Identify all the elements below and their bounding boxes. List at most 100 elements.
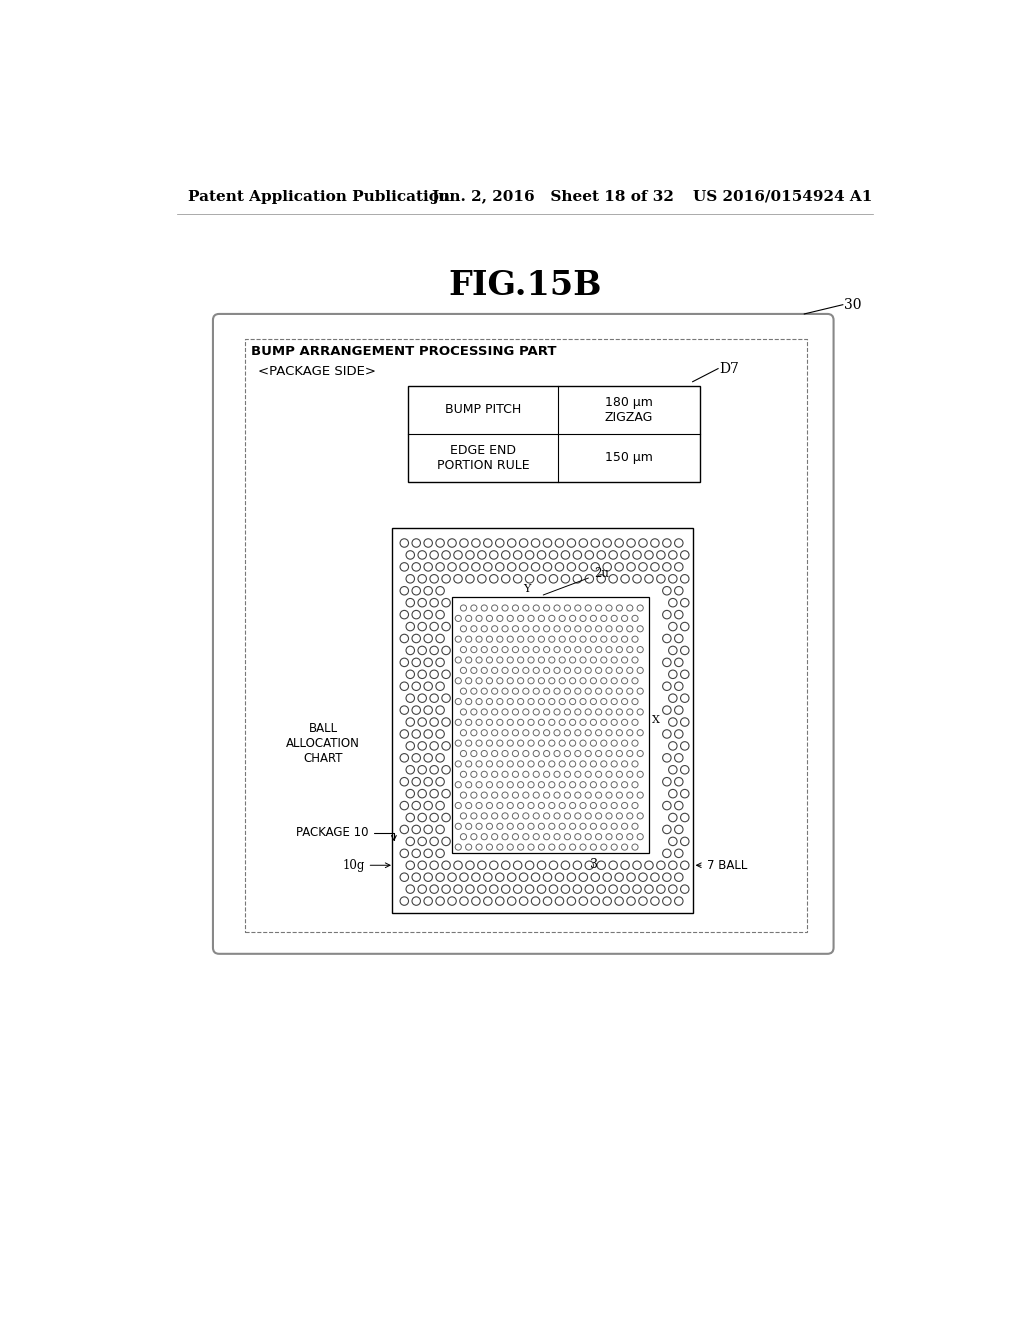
Circle shape (461, 709, 467, 715)
Circle shape (461, 647, 467, 652)
Circle shape (486, 741, 493, 746)
Circle shape (502, 813, 508, 818)
Circle shape (596, 647, 602, 652)
Text: BALL
ALLOCATION
CHART: BALL ALLOCATION CHART (286, 722, 360, 766)
Circle shape (645, 861, 653, 870)
Circle shape (637, 730, 643, 735)
Circle shape (549, 698, 555, 705)
Circle shape (632, 719, 638, 726)
Circle shape (601, 657, 607, 663)
Circle shape (573, 550, 582, 560)
Circle shape (471, 709, 477, 715)
Circle shape (574, 709, 581, 715)
Circle shape (436, 777, 444, 785)
Circle shape (481, 668, 487, 673)
Circle shape (430, 671, 438, 678)
Circle shape (601, 781, 607, 788)
Circle shape (400, 706, 409, 714)
Circle shape (502, 884, 510, 894)
Circle shape (650, 562, 659, 572)
Circle shape (412, 610, 421, 619)
Circle shape (407, 550, 415, 560)
Circle shape (407, 884, 415, 894)
Circle shape (502, 834, 508, 840)
Circle shape (456, 615, 462, 622)
Circle shape (466, 741, 472, 746)
Circle shape (590, 843, 597, 850)
Circle shape (544, 539, 552, 548)
Circle shape (407, 813, 415, 822)
Circle shape (477, 884, 486, 894)
Circle shape (525, 550, 534, 560)
Circle shape (633, 550, 641, 560)
Circle shape (675, 635, 683, 643)
Circle shape (564, 813, 570, 818)
Circle shape (567, 539, 575, 548)
Text: BUMP ARRANGEMENT PROCESSING PART: BUMP ARRANGEMENT PROCESSING PART (251, 345, 556, 358)
Circle shape (669, 813, 677, 822)
Circle shape (430, 861, 438, 870)
Circle shape (424, 754, 432, 762)
Circle shape (471, 792, 477, 799)
Circle shape (632, 843, 638, 850)
Circle shape (627, 562, 635, 572)
Circle shape (632, 803, 638, 809)
Circle shape (645, 574, 653, 583)
Circle shape (544, 688, 550, 694)
Circle shape (627, 688, 633, 694)
Circle shape (590, 615, 597, 622)
Circle shape (606, 668, 612, 673)
Circle shape (580, 760, 586, 767)
Circle shape (633, 574, 641, 583)
Circle shape (471, 626, 477, 632)
Circle shape (622, 824, 628, 829)
Circle shape (512, 771, 518, 777)
Circle shape (486, 657, 493, 663)
Circle shape (574, 647, 581, 652)
Circle shape (472, 562, 480, 572)
Circle shape (466, 636, 472, 643)
Circle shape (441, 884, 451, 894)
Circle shape (441, 789, 451, 797)
Circle shape (663, 635, 671, 643)
Circle shape (554, 647, 560, 652)
Text: X: X (652, 715, 659, 725)
Circle shape (539, 843, 545, 850)
Circle shape (512, 668, 518, 673)
Circle shape (528, 636, 535, 643)
Circle shape (492, 647, 498, 652)
Circle shape (603, 896, 611, 906)
Circle shape (502, 861, 510, 870)
Circle shape (412, 635, 421, 643)
Circle shape (611, 657, 617, 663)
Circle shape (424, 896, 432, 906)
Circle shape (656, 574, 666, 583)
Circle shape (554, 668, 560, 673)
Circle shape (502, 605, 508, 611)
Circle shape (483, 896, 493, 906)
Circle shape (669, 742, 677, 750)
Circle shape (663, 777, 671, 785)
Circle shape (656, 550, 666, 560)
Circle shape (633, 884, 641, 894)
Circle shape (400, 659, 409, 667)
Circle shape (663, 825, 671, 834)
Circle shape (407, 789, 415, 797)
Circle shape (544, 709, 550, 715)
Circle shape (580, 741, 586, 746)
Circle shape (472, 539, 480, 548)
Circle shape (523, 834, 529, 840)
Circle shape (513, 550, 522, 560)
Circle shape (447, 539, 457, 548)
Circle shape (585, 834, 591, 840)
Circle shape (517, 698, 523, 705)
Circle shape (476, 824, 482, 829)
Circle shape (512, 647, 518, 652)
Circle shape (489, 884, 498, 894)
Circle shape (597, 884, 605, 894)
Circle shape (663, 682, 671, 690)
Circle shape (559, 781, 565, 788)
Circle shape (681, 598, 689, 607)
Circle shape (407, 766, 415, 774)
Circle shape (466, 781, 472, 788)
